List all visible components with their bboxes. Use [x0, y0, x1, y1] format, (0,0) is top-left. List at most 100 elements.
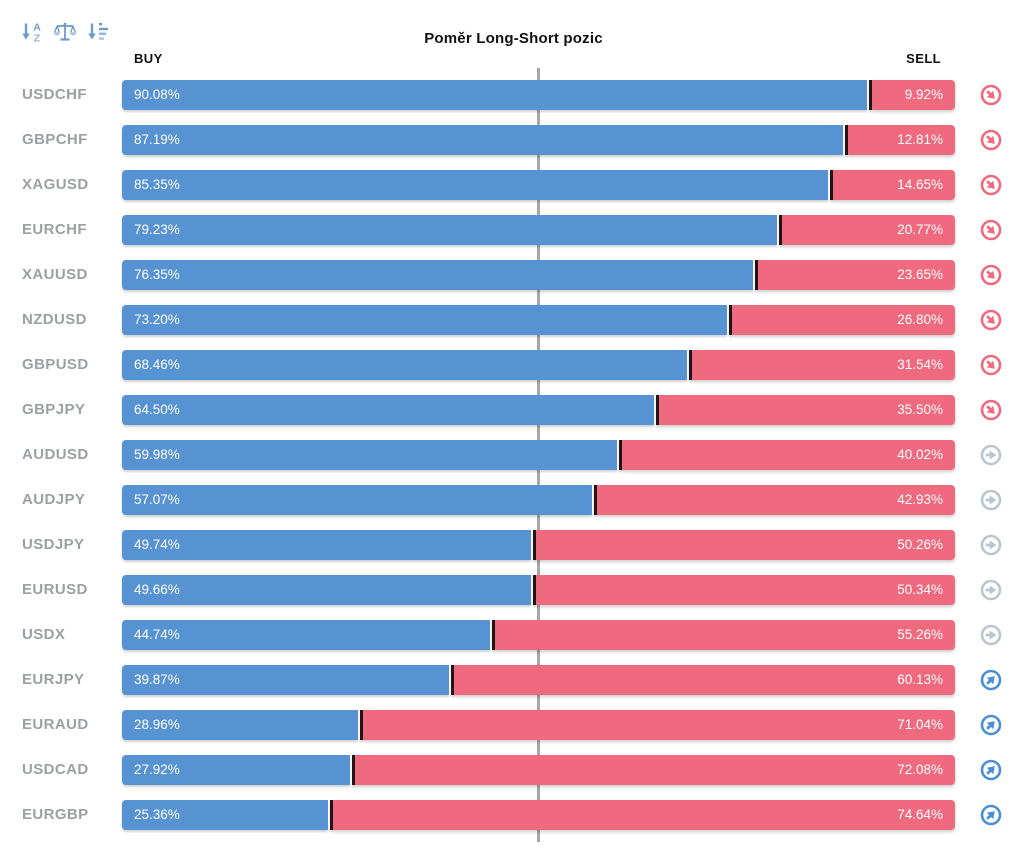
signal-up-icon[interactable] [955, 803, 1027, 827]
svg-text:A: A [33, 22, 41, 34]
long-short-bar: 79.23% 20.77% [122, 214, 955, 245]
balance-scale-icon[interactable] [52, 19, 78, 45]
signal-down-icon[interactable] [955, 308, 1027, 332]
buy-percent-label: 57.07% [134, 492, 180, 507]
sell-percent-label: 71.04% [897, 717, 943, 732]
sell-bar: 35.50% [659, 394, 955, 425]
long-short-bar: 28.96% 71.04% [122, 709, 955, 740]
signal-down-icon[interactable] [955, 83, 1027, 107]
sell-percent-label: 50.34% [897, 582, 943, 597]
buy-bar: 39.87% [122, 664, 450, 695]
bar-gap [843, 124, 846, 155]
bar-gap [358, 709, 361, 740]
buy-bar: 49.66% [122, 574, 531, 605]
buy-percent-label: 87.19% [134, 132, 180, 147]
sell-percent-label: 35.50% [897, 402, 943, 417]
sort-amount-icon[interactable] [85, 19, 111, 45]
buy-percent-label: 49.66% [134, 582, 180, 597]
table-row: XAGUSD 85.35% 14.65% [0, 162, 1027, 207]
bar-divider [360, 709, 364, 740]
table-row: USDJPY 49.74% 50.26% [0, 522, 1027, 567]
sell-percent-label: 74.64% [897, 807, 943, 822]
sell-bar: 14.65% [832, 169, 955, 200]
pair-label: EURCHF [22, 221, 87, 238]
pair-label: USDCAD [22, 761, 89, 778]
pair-label: XAGUSD [22, 176, 89, 193]
bar-divider [845, 124, 849, 155]
bar-gap [531, 529, 534, 560]
sell-bar: 71.04% [363, 709, 955, 740]
signal-down-icon[interactable] [955, 353, 1027, 377]
buy-bar: 73.20% [122, 304, 727, 335]
pair-label: EURUSD [22, 581, 88, 598]
signal-neutral-icon[interactable] [955, 578, 1027, 602]
buy-percent-label: 49.74% [134, 537, 180, 552]
signal-neutral-icon[interactable] [955, 488, 1027, 512]
bar-divider [330, 799, 334, 830]
bar-gap [449, 664, 452, 695]
bar-divider [533, 529, 537, 560]
buy-bar: 59.98% [122, 439, 617, 470]
signal-neutral-icon[interactable] [955, 623, 1027, 647]
pair-label: USDCHF [22, 86, 87, 103]
buy-bar: 57.07% [122, 484, 593, 515]
buy-percent-label: 76.35% [134, 267, 180, 282]
signal-up-icon[interactable] [955, 713, 1027, 737]
sell-percent-label: 50.26% [897, 537, 943, 552]
signal-neutral-icon[interactable] [955, 533, 1027, 557]
sort-alphabetical-icon[interactable]: A Z [19, 19, 45, 45]
bar-divider [656, 394, 660, 425]
long-short-bar: 57.07% 42.93% [122, 484, 955, 515]
signal-down-icon[interactable] [955, 263, 1027, 287]
bar-divider [351, 754, 355, 785]
buy-percent-label: 44.74% [134, 627, 180, 642]
pair-label: AUDJPY [22, 491, 86, 508]
signal-down-icon[interactable] [955, 218, 1027, 242]
pair-label: EURGBP [22, 806, 89, 823]
table-row: GBPCHF 87.19% 12.81% [0, 117, 1027, 162]
bar-gap [654, 394, 657, 425]
signal-down-icon[interactable] [955, 173, 1027, 197]
table-row: USDCAD 27.92% 72.08% [0, 747, 1027, 792]
table-row: EURJPY 39.87% 60.13% [0, 657, 1027, 702]
signal-down-icon[interactable] [955, 128, 1027, 152]
long-short-bar: 85.35% 14.65% [122, 169, 955, 200]
signal-neutral-icon[interactable] [955, 443, 1027, 467]
bar-divider [689, 349, 693, 380]
long-short-bar: 49.66% 50.34% [122, 574, 955, 605]
sell-bar: 31.54% [692, 349, 955, 380]
sell-bar: 9.92% [872, 79, 955, 110]
table-row: NZDUSD 73.20% 26.80% [0, 297, 1027, 342]
bar-divider [594, 484, 598, 515]
svg-text:Z: Z [34, 33, 41, 45]
buy-percent-label: 64.50% [134, 402, 180, 417]
pair-label: AUDUSD [22, 446, 89, 463]
sell-percent-label: 60.13% [897, 672, 943, 687]
table-row: EURCHF 79.23% 20.77% [0, 207, 1027, 252]
table-row: EURGBP 25.36% 74.64% [0, 792, 1027, 837]
table-row: XAUUSD 76.35% 23.65% [0, 252, 1027, 297]
bar-gap [867, 79, 870, 110]
buy-bar: 76.35% [122, 259, 753, 290]
buy-bar: 44.74% [122, 619, 490, 650]
buy-bar: 64.50% [122, 394, 655, 425]
pair-label: EURAUD [22, 716, 89, 733]
pair-label: XAUUSD [22, 266, 88, 283]
sell-percent-label: 26.80% [897, 312, 943, 327]
buy-bar: 49.74% [122, 529, 532, 560]
sell-bar: 74.64% [333, 799, 955, 830]
buy-percent-label: 85.35% [134, 177, 180, 192]
sell-percent-label: 55.26% [897, 627, 943, 642]
bar-divider [451, 664, 455, 695]
sell-bar: 50.26% [536, 529, 955, 560]
sell-percent-label: 14.65% [897, 177, 943, 192]
sell-percent-label: 42.93% [897, 492, 943, 507]
bar-divider [829, 169, 833, 200]
signal-up-icon[interactable] [955, 758, 1027, 782]
buy-percent-label: 59.98% [134, 447, 180, 462]
signal-down-icon[interactable] [955, 398, 1027, 422]
bar-divider [728, 304, 732, 335]
signal-up-icon[interactable] [955, 668, 1027, 692]
buy-percent-label: 68.46% [134, 357, 180, 372]
bar-gap [349, 754, 352, 785]
